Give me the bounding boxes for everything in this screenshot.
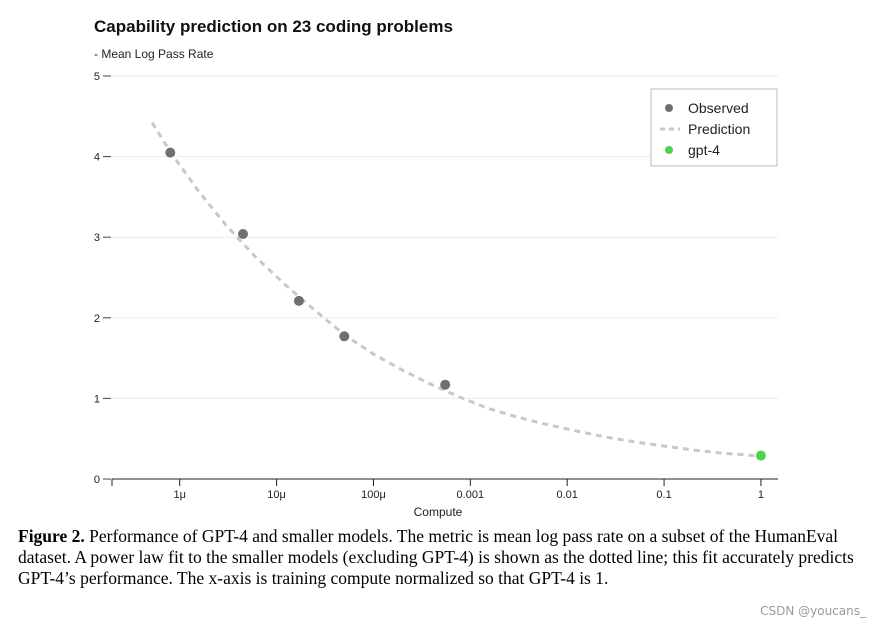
observed-point [165, 147, 176, 158]
legend-prediction-label: Prediction [688, 121, 750, 137]
y-tick-label: 1 [94, 393, 100, 405]
y-axis: 0 1 2 3 4 5 [94, 71, 111, 486]
observed-point [339, 331, 350, 342]
legend: Observed Prediction gpt-4 [650, 88, 778, 167]
y-tick-label: 0 [94, 474, 100, 486]
legend-gpt4-label: gpt-4 [688, 142, 720, 158]
x-tick-label: 0.001 [457, 489, 485, 501]
y-tick-label: 2 [94, 313, 100, 325]
x-tick-label: 10μ [267, 489, 286, 501]
prediction-line [150, 121, 768, 460]
x-tick-label: 0.01 [556, 489, 577, 501]
gpt4-point [755, 450, 766, 461]
observed-point [293, 295, 304, 306]
y-tick-label: 5 [94, 71, 100, 83]
x-axis-label: Compute [414, 505, 463, 519]
chart-title: Capability prediction on 23 coding probl… [94, 17, 453, 36]
watermark: CSDN @youcans_ [760, 604, 866, 618]
observed-point [238, 229, 248, 239]
x-tick-label: 100μ [361, 489, 386, 501]
plot-area [150, 121, 768, 461]
y-tick-label: 4 [94, 152, 100, 164]
legend-observed-marker [665, 104, 673, 112]
y-tick-label: 3 [94, 232, 100, 244]
x-tick-label: 0.1 [656, 489, 671, 501]
figure-caption: Figure 2. Performance of GPT-4 and small… [18, 526, 864, 589]
caption-label: Figure 2. [18, 526, 85, 546]
grid-lines [112, 75, 778, 399]
chart-subtitle: - Mean Log Pass Rate [94, 47, 214, 61]
x-tick-label: 1μ [173, 489, 185, 501]
x-axis: 1μ 10μ 100μ 0.001 0.01 0.1 1 [111, 478, 778, 501]
observed-point [440, 379, 451, 390]
legend-gpt4-marker [665, 146, 673, 154]
caption-text: Performance of GPT-4 and smaller models.… [18, 526, 854, 588]
legend-observed-label: Observed [688, 100, 749, 116]
x-tick-label: 1 [758, 489, 764, 501]
